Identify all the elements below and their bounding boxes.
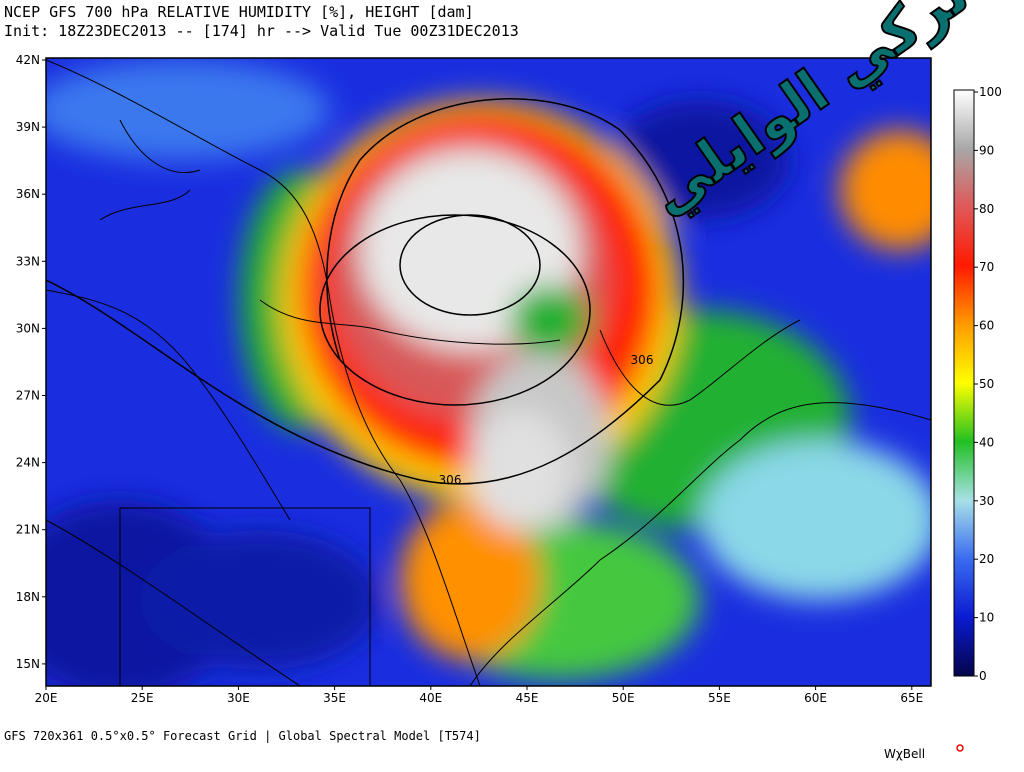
lon-label: 60E — [804, 691, 827, 705]
colorbar-label: 50 — [979, 377, 994, 391]
humidity-field — [46, 58, 931, 686]
lat-label: 15N — [16, 657, 40, 671]
colorbar — [953, 89, 975, 677]
lat-label: 42N — [16, 53, 40, 67]
lat-label: 39N — [16, 120, 40, 134]
title: NCEP GFS 700 hPa RELATIVE HUMIDITY [%], … — [4, 3, 474, 21]
lon-label: 50E — [612, 691, 635, 705]
lon-label: 25E — [131, 691, 154, 705]
colorbar-label: 0 — [979, 669, 987, 683]
lon-label: 65E — [900, 691, 923, 705]
subtitle: Init: 18Z23DEC2013 -- [174] hr --> Valid… — [4, 22, 519, 40]
contour-label: 306 — [439, 473, 462, 487]
logo-mark — [956, 744, 964, 752]
lat-label: 21N — [16, 523, 40, 537]
lat-label: 27N — [16, 389, 40, 403]
lon-label: 40E — [419, 691, 442, 705]
lat-label: 36N — [16, 187, 40, 201]
contour-label: 306 — [631, 353, 654, 367]
lat-label: 24N — [16, 456, 40, 470]
colorbar-label: 60 — [979, 319, 994, 333]
colorbar-label: 80 — [979, 202, 994, 216]
colorbar-label: 100 — [979, 85, 1002, 99]
colorbar-label: 70 — [979, 260, 994, 274]
colorbar-label: 40 — [979, 435, 994, 449]
map-frame — [45, 57, 932, 687]
colorbar-label: 10 — [979, 611, 994, 625]
lat-label: 33N — [16, 254, 40, 268]
lon-label: 35E — [323, 691, 346, 705]
lon-label: 30E — [227, 691, 250, 705]
lon-label: 45E — [516, 691, 539, 705]
height-contours — [46, 98, 685, 485]
lon-label: 20E — [35, 691, 58, 705]
logo: WχBell — [884, 747, 925, 761]
lat-label: 30N — [16, 321, 40, 335]
footer: GFS 720x361 0.5°x0.5° Forecast Grid | Gl… — [4, 729, 481, 743]
colorbar-label: 90 — [979, 143, 994, 157]
lon-label: 55E — [708, 691, 731, 705]
colorbar-label: 30 — [979, 494, 994, 508]
colorbar-label: 20 — [979, 552, 994, 566]
lat-label: 18N — [16, 590, 40, 604]
coastlines — [46, 59, 931, 686]
